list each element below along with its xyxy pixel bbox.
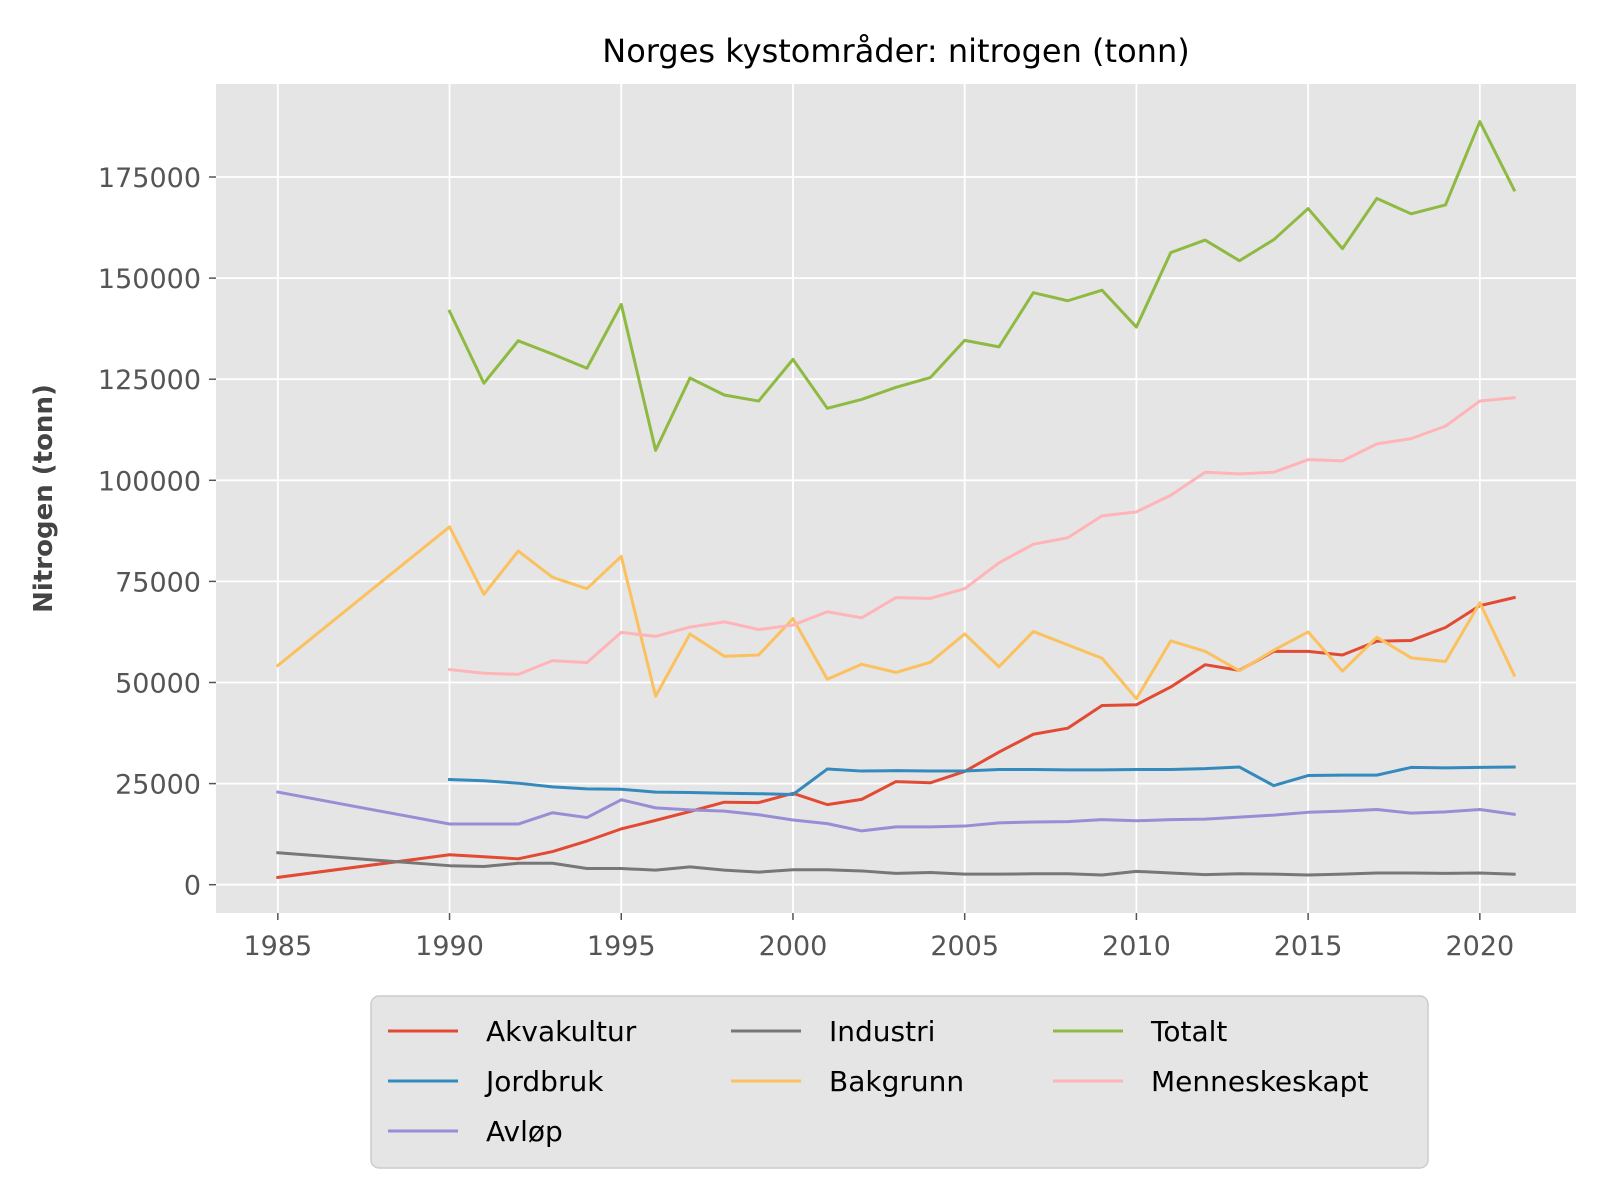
legend-label-industri: Industri [829, 1015, 935, 1048]
y-tick-label: 75000 [115, 567, 201, 598]
plot-area [216, 84, 1576, 913]
x-tick-label: 2010 [1102, 931, 1171, 962]
axis-ticks: 1985 1990 1995 2000 2005 2010 2015 2020 0 25000 50… [98, 163, 1514, 962]
y-axis-label: Nitrogen (tonn) [29, 384, 59, 613]
grid-lines [216, 84, 1576, 913]
legend-label-avløp: Avløp [486, 1115, 563, 1148]
y-tick-label: 25000 [115, 770, 201, 801]
y-tick-label: 150000 [98, 264, 201, 295]
x-tick-label: 1985 [243, 931, 312, 962]
x-tick-label: 2015 [1274, 931, 1343, 962]
x-tick-label: 2000 [759, 931, 828, 962]
y-tick-label: 175000 [98, 163, 201, 194]
x-tick-label: 1990 [415, 931, 484, 962]
series-lines [275, 120, 1517, 880]
legend-label-bakgrunn: Bakgrunn [829, 1065, 964, 1098]
series-line-menneskeskapt [447, 396, 1516, 676]
legend-label-jordbruk: Jordbruk [484, 1065, 604, 1098]
y-tick-label: 100000 [98, 466, 201, 497]
x-tick-label: 2005 [930, 931, 999, 962]
legend-label-totalt: Totalt [1150, 1015, 1227, 1048]
y-tick-label: 125000 [98, 365, 201, 396]
series-line-totalt [447, 120, 1517, 452]
chart-title: Norges kystområder: nitrogen (tonn) [602, 32, 1189, 70]
y-tick-label: 50000 [115, 668, 201, 699]
legend-label-menneskeskapt: Menneskeskapt [1151, 1065, 1368, 1098]
legend-box [370, 995, 1429, 1169]
series-line-avløp [276, 790, 1516, 833]
legend-label-akvakultur: Akvakultur [486, 1015, 637, 1048]
series-line-jordbruk [447, 765, 1516, 797]
series-line-industri [276, 851, 1516, 877]
y-tick-label: 0 [184, 871, 201, 902]
series-line-bakgrunn [275, 525, 1517, 701]
legend: Akvakultur Jordbruk Avløp Industri Bakgrunn T… [370, 995, 1429, 1169]
x-tick-label: 2020 [1445, 931, 1514, 962]
x-tick-label: 1995 [587, 931, 656, 962]
